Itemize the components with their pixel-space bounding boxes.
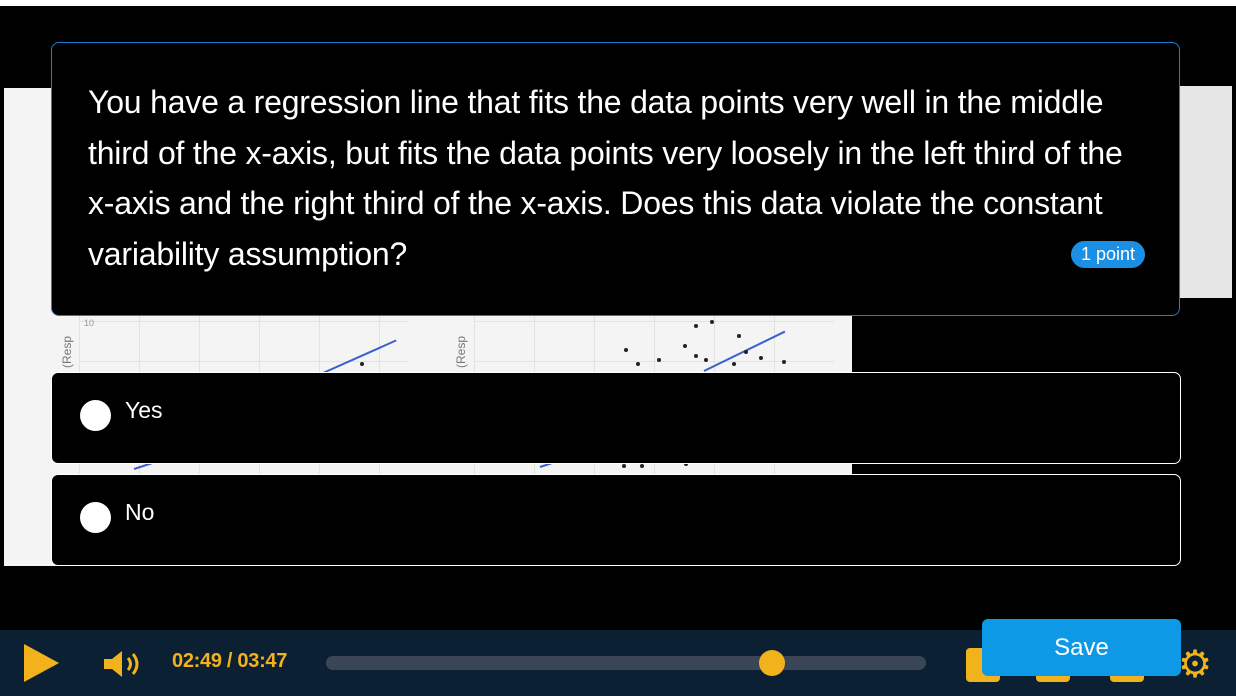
background-data-point: [744, 350, 748, 354]
background-data-point: [360, 362, 364, 366]
background-tick-label: 10: [84, 318, 95, 328]
progress-fill: [326, 656, 773, 670]
background-data-point: [640, 464, 644, 468]
points-badge: 1 point: [1070, 241, 1145, 268]
question-card: You have a regression line that fits the…: [51, 42, 1180, 316]
background-data-point: [636, 362, 640, 366]
play-icon[interactable]: [24, 644, 59, 682]
option-label: Yes: [125, 397, 163, 423]
background-data-point: [622, 464, 626, 468]
top-edge: [0, 0, 1236, 6]
background-data-point: [704, 358, 708, 362]
progress-bar[interactable]: [326, 650, 926, 676]
answer-option-yes[interactable]: Yes: [51, 372, 1181, 464]
background-slide-edge: [1176, 86, 1232, 298]
background-data-point: [737, 334, 741, 338]
background-data-point: [694, 354, 698, 358]
playback-time: 02:49 / 03:47: [172, 650, 288, 672]
background-data-point: [624, 348, 628, 352]
radio-button[interactable]: [80, 400, 111, 431]
background-data-point: [683, 344, 687, 348]
progress-handle[interactable]: [759, 650, 786, 676]
background-data-point: [759, 356, 763, 360]
option-label: No: [125, 499, 155, 525]
answer-option-no[interactable]: No: [51, 474, 1181, 566]
radio-button[interactable]: [80, 502, 111, 533]
gear-icon[interactable]: ⚙: [1178, 644, 1213, 686]
background-data-point: [710, 320, 714, 324]
volume-icon[interactable]: [104, 650, 144, 678]
background-data-point: [782, 360, 786, 364]
background-data-point: [684, 462, 688, 466]
background-data-point: [694, 324, 698, 328]
question-text: You have a regression line that fits the…: [88, 84, 1123, 272]
background-data-point: [732, 362, 736, 366]
background-data-point: [657, 358, 661, 362]
save-button[interactable]: Save: [982, 619, 1181, 676]
